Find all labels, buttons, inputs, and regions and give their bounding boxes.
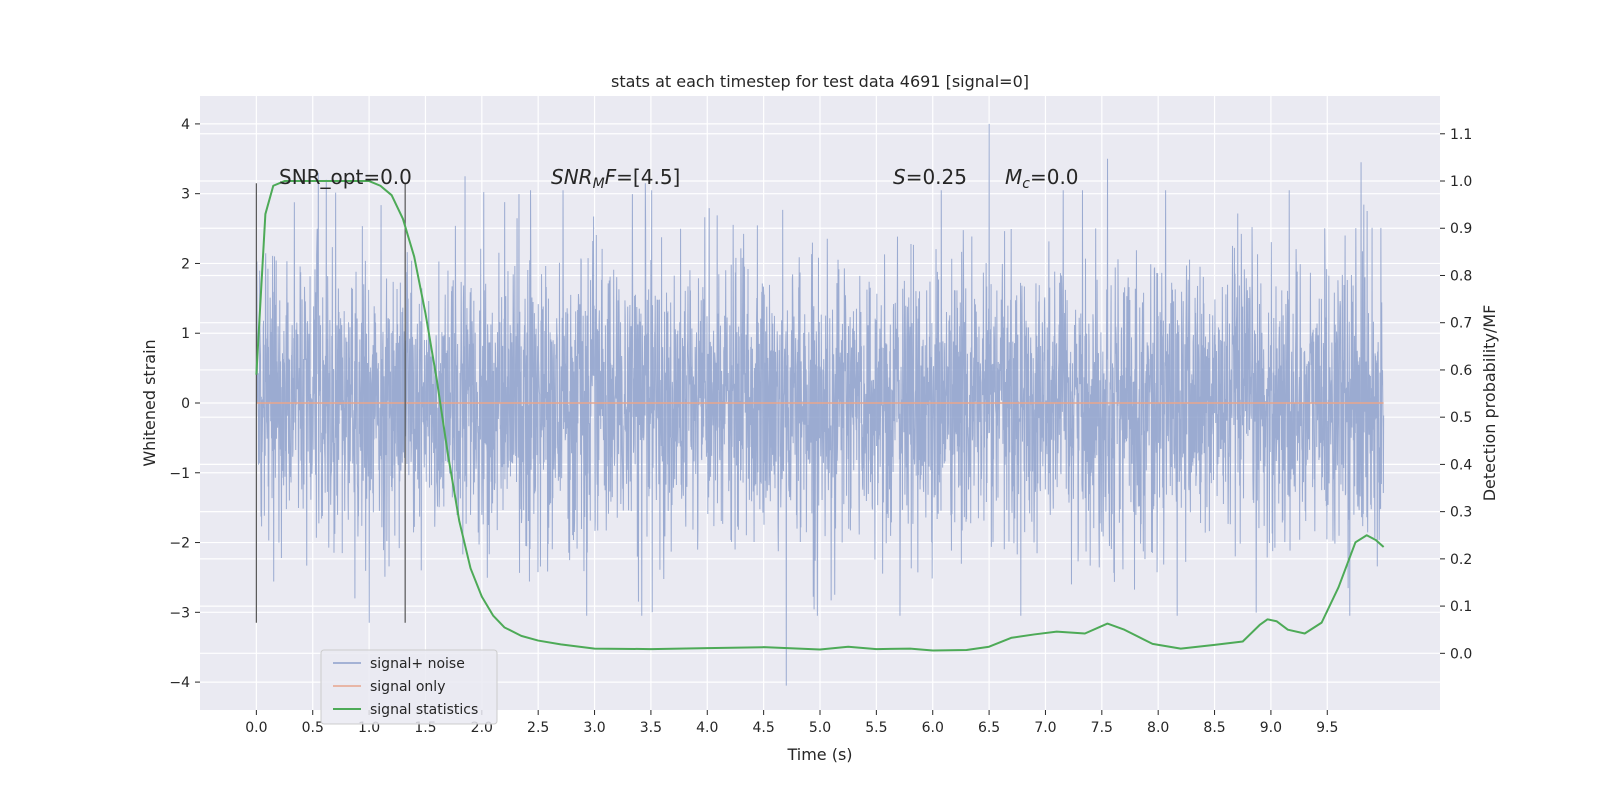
x-tick-label: 9.5 [1316,720,1338,736]
x-tick-label: 7.5 [1091,720,1113,736]
x-axis-label: Time (s) [786,745,852,764]
x-tick-label: 6.5 [978,720,1000,736]
legend-box [320,649,498,725]
x-tick-label: 6.0 [922,720,944,736]
y2-axis-ticks: 1.1 1.0 0.9 0.8 0.7 0.6 0.5 0.4 0.3 0.2 0.1 0.0 [1440,127,1472,662]
x-tick-label: 8.5 [1203,720,1225,736]
y2-tick-label: 0.6 [1450,363,1472,379]
y-tick-label: 4 [181,117,190,133]
series-signal-statistics [255,180,1385,652]
signal-statistics-line [255,180,1385,652]
y-tick-label: 2 [181,256,190,272]
y2-tick-label: 0.1 [1450,599,1472,615]
x-tick-label: 2.5 [527,720,549,736]
legend-label-signal-only: signal only [370,679,445,695]
y-tick-label: −2 [169,536,190,552]
y2-tick-label: 1.0 [1450,174,1472,190]
y2-axis-label: Detection probability/MF [1480,305,1499,502]
y2-tick-label: 0.5 [1450,410,1472,426]
y-tick-label: −3 [169,605,190,621]
series-signal-plus-noise [255,123,1385,686]
x-tick-label: 9.0 [1260,720,1282,736]
y-tick-label: 3 [181,187,190,203]
annotation-snr-opt: SNR_opt=0.0 [279,165,412,189]
y2-tick-label: 0.4 [1450,457,1472,473]
y2-tick-label: 0.8 [1450,268,1472,284]
y2-tick-label: 0.3 [1450,505,1472,521]
x-tick-label: 8.0 [1147,720,1169,736]
y-tick-label: −1 [169,466,190,482]
marker-lines [255,183,406,623]
y2-tick-label: 0.9 [1450,221,1472,237]
y-axis-label: Whitened strain [140,339,159,466]
chart-title: stats at each timestep for test data 469… [611,72,1029,91]
legend: signal+ noise signal only signal statist… [320,649,498,725]
x-tick-label: 5.5 [865,720,887,736]
y2-tick-label: 0.2 [1450,552,1472,568]
y-tick-label: 0 [181,396,190,412]
legend-label-signal-plus-noise: signal+ noise [370,656,465,672]
y-tick-label: −4 [169,675,190,691]
x-tick-label: 5.0 [809,720,831,736]
signal-plus-noise-line [255,123,1385,686]
annotation-snr-mf: SNRMF=[4.5] [551,165,680,192]
y2-tick-label: 0.7 [1450,316,1472,332]
x-axis-ticks: 0.0 0.5 1.0 1.5 2.0 2.5 3.0 3.5 4.0 4.5 5.0 5.5 6.0 6… [245,710,1338,736]
y2-tick-label: 1.1 [1450,127,1472,143]
x-tick-label: 0.5 [302,720,324,736]
y-axis-ticks: 4 3 2 1 0 −1 −2 −3 −4 [169,117,200,691]
x-tick-label: 4.0 [696,720,718,736]
x-tick-label: 3.5 [640,720,662,736]
annotation-s: S=0.25 [893,165,967,189]
legend-label-signal-statistics: signal statistics [370,702,478,718]
y-tick-label: 1 [181,326,190,342]
x-tick-label: 4.5 [753,720,775,736]
x-tick-label: 3.0 [583,720,605,736]
x-tick-label: 0.0 [245,720,267,736]
annotation-mc: Mc=0.0 [1005,165,1079,192]
x-tick-label: 7.0 [1034,720,1056,736]
y2-tick-label: 0.0 [1450,646,1472,662]
